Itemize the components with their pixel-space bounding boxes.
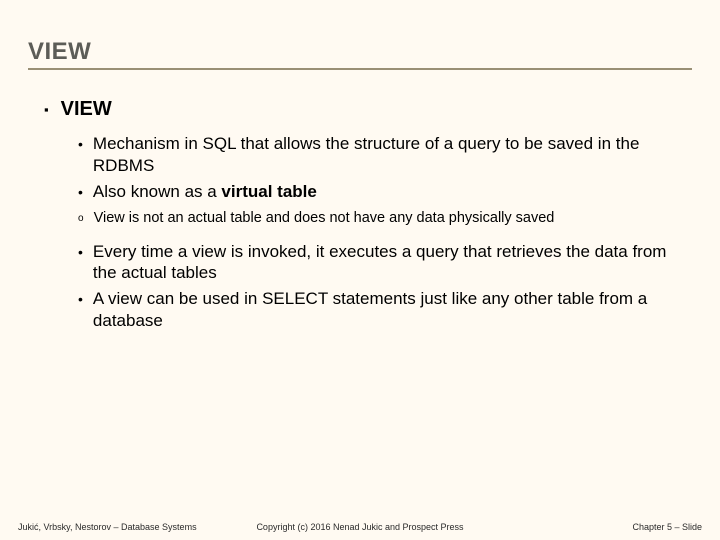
- title-wrap: VIEW: [0, 0, 720, 70]
- dot-bullet-icon: •: [78, 133, 83, 177]
- bullet-text: A view can be used in SELECT statements …: [93, 288, 676, 332]
- level2-list-a: • Mechanism in SQL that allows the struc…: [78, 133, 676, 203]
- bullet-text: View is not an actual table and does not…: [94, 209, 555, 229]
- level2-item: • Also known as a virtual table: [78, 181, 676, 203]
- slide-content: ▪ VIEW • Mechanism in SQL that allows th…: [0, 70, 720, 332]
- footer-center: Copyright (c) 2016 Nenad Jukic and Prosp…: [246, 522, 474, 532]
- level2-item: • A view can be used in SELECT statement…: [78, 288, 676, 332]
- level2-item: • Every time a view is invoked, it execu…: [78, 241, 676, 285]
- level1-list: ▪ VIEW • Mechanism in SQL that allows th…: [44, 98, 676, 332]
- level2-item: • Mechanism in SQL that allows the struc…: [78, 133, 676, 177]
- bold-term: virtual table: [221, 182, 316, 201]
- level3-item: o View is not an actual table and does n…: [78, 209, 676, 229]
- level2-list-b: • Every time a view is invoked, it execu…: [78, 241, 676, 332]
- square-bullet-icon: ▪: [44, 100, 49, 120]
- dot-bullet-icon: •: [78, 288, 83, 332]
- slide: VIEW ▪ VIEW • Mechanism in SQL that allo…: [0, 0, 720, 540]
- bullet-text: Every time a view is invoked, it execute…: [93, 241, 676, 285]
- bullet-text-prefix: Also known as a: [93, 182, 222, 201]
- footer-right: Chapter 5 – Slide: [474, 522, 702, 532]
- slide-title: VIEW: [28, 38, 692, 70]
- dot-bullet-icon: •: [78, 241, 83, 285]
- footer-left: Jukić, Vrbsky, Nestorov – Database Syste…: [18, 522, 246, 532]
- circle-bullet-icon: o: [78, 209, 84, 229]
- level1-item: ▪ VIEW • Mechanism in SQL that allows th…: [44, 98, 676, 332]
- footer: Jukić, Vrbsky, Nestorov – Database Syste…: [0, 522, 720, 532]
- section-label: VIEW: [61, 98, 112, 121]
- bullet-text: Also known as a virtual table: [93, 181, 317, 203]
- dot-bullet-icon: •: [78, 181, 83, 203]
- bullet-text: Mechanism in SQL that allows the structu…: [93, 133, 676, 177]
- level3-list: o View is not an actual table and does n…: [78, 209, 676, 229]
